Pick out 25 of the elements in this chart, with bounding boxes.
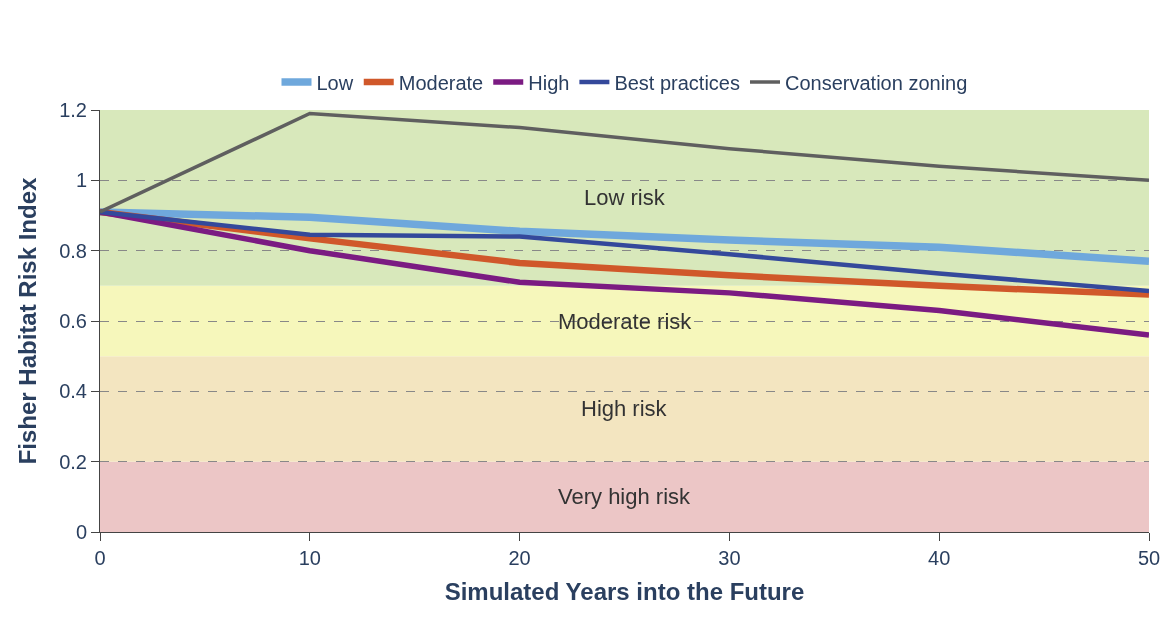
y-axis-title: Fisher Habitat Risk Index [14, 176, 42, 465]
y-tick-label: 0.2 [59, 450, 87, 473]
band-label: Moderate risk [558, 309, 693, 334]
band-label: Low risk [584, 185, 666, 210]
y-tick-label: 1.2 [59, 99, 87, 121]
legend-label: Conservation zoning [785, 71, 968, 94]
y-tick-label: 0 [75, 521, 87, 543]
y-tick-label: 0.8 [59, 239, 87, 262]
x-tick-label: 40 [928, 547, 951, 569]
x-axis-title: Simulated Years into the Future [444, 578, 805, 606]
y-tick-label: 0.6 [59, 310, 87, 332]
line-series [100, 111, 1149, 214]
legend-label: Low [316, 71, 354, 94]
x-tick-label: 30 [718, 547, 741, 569]
x-tick-label: 10 [298, 547, 321, 569]
y-tick-label: 0.4 [59, 380, 87, 403]
y-tick-label: 1 [75, 169, 87, 192]
x-tick-label: 50 [1137, 547, 1161, 569]
legend-label: Moderate [398, 71, 484, 94]
band-label: Very high risk [558, 484, 692, 509]
legend-label: Best practices [614, 71, 740, 94]
band-label: High risk [581, 396, 668, 421]
x-tick-label: 0 [94, 547, 106, 569]
x-tick-label: 20 [508, 547, 531, 569]
legend-label: High [528, 71, 570, 94]
